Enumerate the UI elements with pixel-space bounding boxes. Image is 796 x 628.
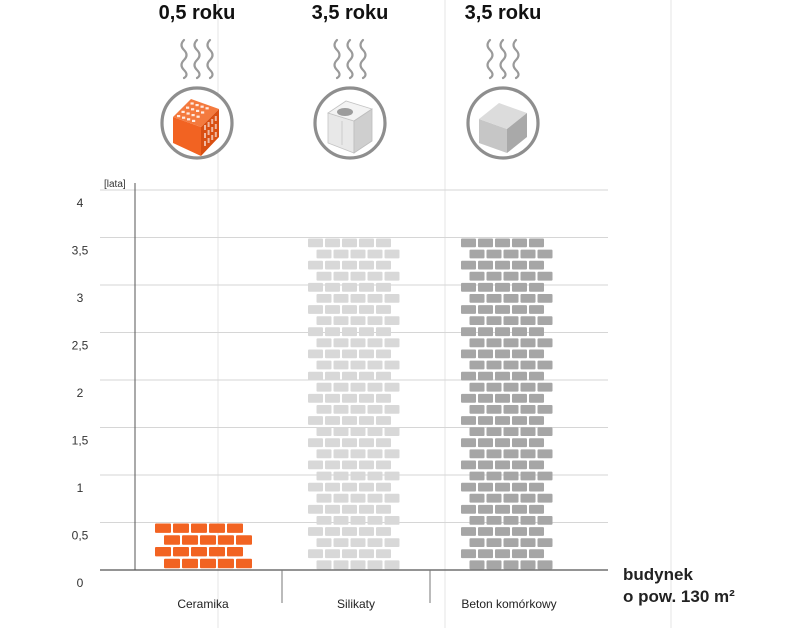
- bar-value-label: 3,5 roku: [465, 2, 542, 24]
- material-icons: [160, 38, 540, 160]
- y-tick-label: 1: [77, 481, 84, 495]
- x-axis-title-line1: budynek: [623, 565, 693, 584]
- bar-value-label: 0,5 roku: [159, 2, 236, 24]
- y-tick-label: 0: [77, 576, 84, 590]
- bar-3: [461, 238, 553, 570]
- x-tick-label: Beton komórkowy: [461, 597, 556, 611]
- y-axis-unit: [lata]: [104, 179, 126, 190]
- x-axis: Ceramika Silikaty Beton komórkowy: [100, 569, 608, 611]
- y-axis: 0 0,5 1 1,5 2 2,5 3 3,5 4: [72, 183, 136, 590]
- x-axis-title-line2: o pow. 130 m²: [623, 587, 735, 606]
- y-tick-label: 4: [77, 196, 84, 210]
- bar-1: [155, 523, 252, 569]
- silicate-block-icon: [313, 38, 387, 160]
- y-tick-label: 2,5: [72, 339, 89, 353]
- y-tick-label: 2: [77, 386, 84, 400]
- bar-value-label: 3,5 roku: [312, 2, 389, 24]
- y-tick-label: 1,5: [72, 434, 89, 448]
- x-tick-label: Ceramika: [177, 597, 229, 611]
- y-tick-label: 3,5: [72, 244, 89, 258]
- x-tick-label: Silikaty: [337, 597, 375, 611]
- aerated-concrete-block-icon: [466, 38, 540, 160]
- bar-2: [308, 238, 400, 570]
- bars: 0,5 roku 3,5 roku 3,5 roku: [155, 2, 553, 570]
- column-separators: [217, 0, 672, 628]
- ceramic-brick-icon: [160, 38, 234, 160]
- y-tick-label: 3: [77, 291, 84, 305]
- y-tick-label: 0,5: [72, 529, 89, 543]
